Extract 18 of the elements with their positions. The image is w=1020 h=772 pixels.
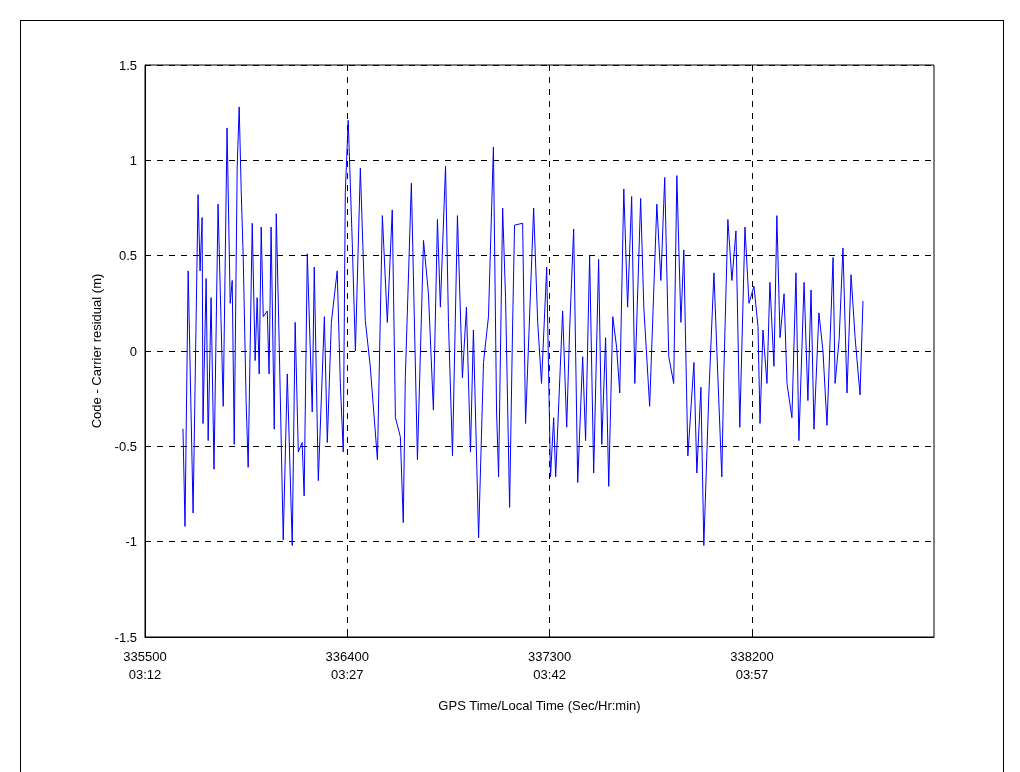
y-axis-title: Code - Carrier residual (m) — [89, 273, 104, 429]
y-tick-label: 1.5 — [118, 57, 137, 73]
y-tick-label: -1 — [125, 534, 137, 550]
x2-tick-label: 03:12 — [128, 666, 162, 682]
x2-tick-label: 03:42 — [533, 666, 566, 682]
y-tick-label: 0 — [129, 343, 137, 359]
x2-tick-label: 03:27 — [331, 666, 364, 682]
x-tick-label: 337300 — [527, 648, 572, 664]
y-tick-label: -0.5 — [114, 438, 137, 454]
y-tick-label: 1 — [129, 152, 137, 168]
x-tick-label: 335500 — [123, 648, 167, 664]
y-tick-label: 0.5 — [118, 248, 137, 264]
x-tick-label: 336400 — [325, 648, 369, 664]
x2-tick-label: 03:57 — [735, 666, 769, 682]
x-axis-title: GPS Time/Local Time (Sec/Hr:min) — [438, 698, 641, 713]
line-series — [182, 106, 864, 546]
y-tick-label: -1.5 — [114, 629, 137, 645]
x-tick-label: 338200 — [730, 648, 774, 664]
